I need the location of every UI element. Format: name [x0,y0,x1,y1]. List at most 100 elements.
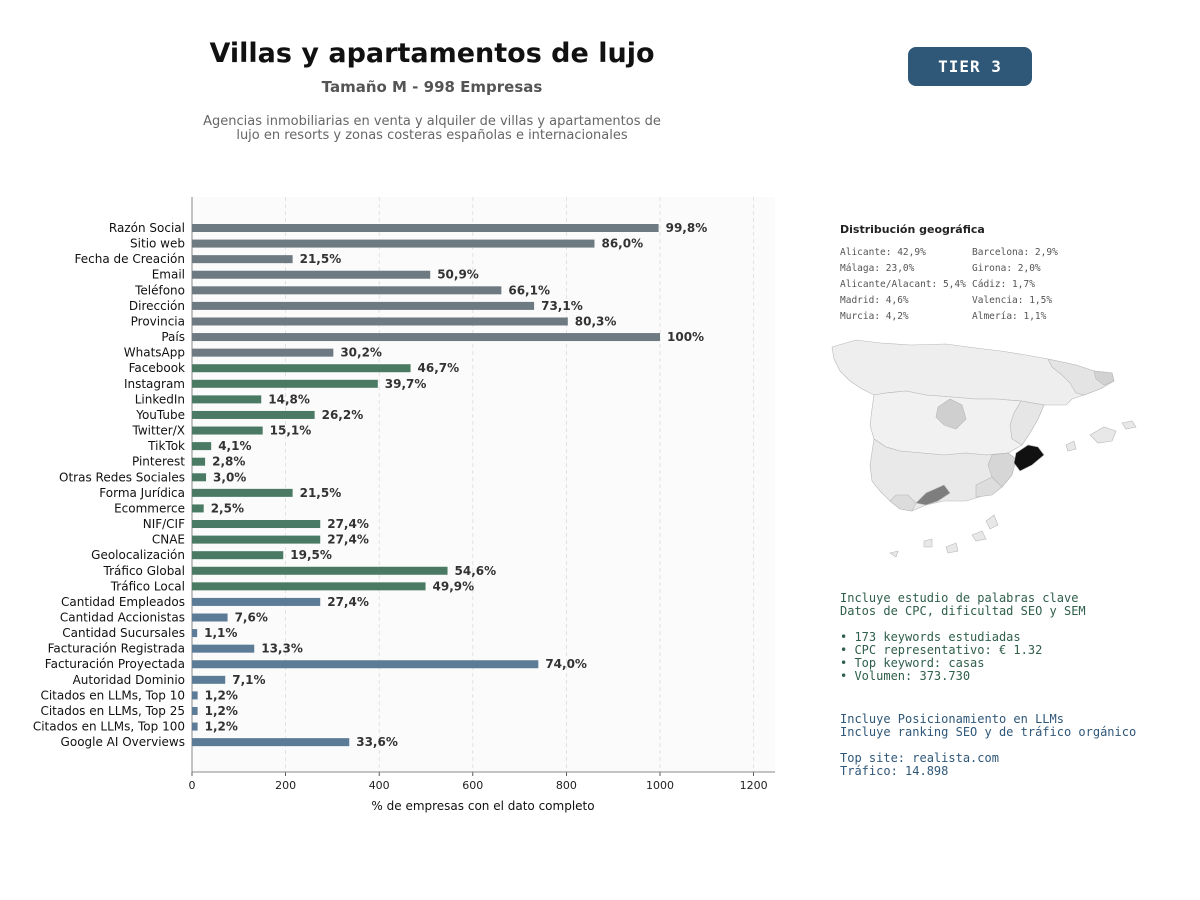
category-label: Cantidad Empleados [61,595,185,609]
bar [192,333,660,342]
category-label: Forma Jurídica [99,486,185,500]
category-label: Tráfico Global [103,564,185,578]
bar [192,379,378,388]
category-label: Facturación Registrada [48,642,185,656]
category-label: Razón Social [109,221,185,235]
data-label: 21,5% [300,252,342,266]
map-island-ibiza [1065,440,1077,452]
category-label: Otras Redes Sociales [59,470,185,484]
x-tick-label: 1000 [646,779,674,792]
geo-item: Cádiz: 1,7% [972,279,1035,290]
data-label: 27,4% [327,595,369,609]
keywords-line-2: Datos de CPC, dificultad SEO y SEM [840,604,1086,618]
category-label: Google AI Overviews [61,735,185,749]
bar [192,410,315,419]
data-label: 100% [667,330,704,344]
category-label: Geolocalización [91,548,185,562]
category-label: Dirección [129,299,185,313]
data-label: 1,2% [205,720,238,734]
map-region-catalonia [1047,358,1115,396]
category-label: Fecha de Creación [75,252,185,266]
data-label: 30,2% [340,346,382,360]
category-label: Pinterest [132,455,185,469]
bar [192,270,431,279]
data-label: 54,6% [455,564,497,578]
category-label: CNAE [152,533,185,547]
keywords-bullet: • CPC representativo: € 1.32 [840,643,1043,657]
llm-block: Incluye Posicionamiento en LLMs Incluye … [840,713,1136,778]
x-tick-label: 200 [275,779,296,792]
bar [192,348,334,357]
map-region-girona [1093,370,1115,386]
geo-item: Madrid: 4,6% [840,295,909,306]
keywords-bullet: • Volumen: 373.730 [840,669,971,683]
top-site-traffic: Tráfico: 14.898 [840,764,949,778]
page-description: Agencias inmobiliarias en venta y alquil… [182,115,682,143]
bar [192,457,206,466]
category-label: Facturación Proyectada [45,657,185,671]
data-label: 80,3% [575,314,617,328]
x-tick-label: 1200 [740,779,768,792]
x-tick-label: 400 [369,779,390,792]
category-label: Citados en LLMs, Top 25 [40,704,185,718]
bar [192,395,262,404]
category-label: Ecommerce [114,501,185,515]
bar [192,239,595,248]
bar-chart: 0 200 400 600 800 1000 1200 Razón Social 99,8% Si… [33,197,775,813]
category-label: TikTok [147,439,185,453]
data-label: 74,0% [545,657,587,671]
keywords-line-1: Incluye estudio de palabras clave [840,591,1079,605]
bar [192,504,204,513]
llm-line-2: Incluye ranking SEO y de tráfico orgánic… [840,725,1137,739]
data-label: 46,7% [418,361,460,375]
bar [192,488,293,497]
category-label: País [161,330,185,344]
geo-item: Alicante: 42,9% [840,247,926,258]
data-label: 1,2% [205,704,238,718]
category-label: Twitter/X [132,424,185,438]
bar [192,613,228,622]
category-label: Tráfico Local [110,579,185,593]
data-label: 49,9% [433,579,475,593]
category-label: Facebook [129,361,185,375]
tier-badge: TIER 3 [908,47,1032,86]
geo-item: Alicante/Alacant: 5,4% [840,279,966,290]
x-tick-label: 600 [462,779,483,792]
map-island-menorca [1121,420,1137,430]
geo-item: Almería: 1,1% [972,311,1047,322]
map-region-alicante [1013,444,1045,472]
data-label: 39,7% [385,377,427,391]
geo-item: Málaga: 23,0% [840,263,915,274]
data-label: 2,5% [211,501,244,515]
bar [192,301,535,310]
x-axis-label: % de empresas con el dato completo [371,799,594,813]
data-label: 3,0% [213,470,246,484]
geo-item: Murcia: 4,2% [840,311,909,322]
data-label: 2,8% [212,455,245,469]
map-island-canary-4 [923,538,933,548]
x-tick-label: 0 [189,779,196,792]
data-label: 50,9% [437,268,479,282]
category-label: Sitio web [130,237,185,251]
category-label: Cantidad Accionistas [60,611,185,625]
bar [192,224,659,232]
keywords-block: Incluye estudio de palabras clave Datos … [840,592,1086,683]
category-label: Autoridad Dominio [73,673,185,687]
bar [192,535,321,544]
data-label: 66,1% [508,283,550,297]
data-label: 19,5% [290,548,332,562]
x-tick-label: 800 [556,779,577,792]
bar [192,675,226,684]
geo-item: Valencia: 1,5% [972,295,1053,306]
map-island-canary-2 [945,542,959,554]
category-label: Citados en LLMs, Top 10 [40,688,185,702]
map-region-murcia [987,452,1017,488]
spain-map [831,339,1137,558]
bar [192,566,448,575]
map-island-canary-3 [985,514,999,530]
description-line-2: lujo en resorts y zonas costeras español… [236,128,628,143]
bar [192,644,255,653]
bar [192,738,350,747]
map-region-madrid [935,398,967,430]
bar [192,691,198,700]
